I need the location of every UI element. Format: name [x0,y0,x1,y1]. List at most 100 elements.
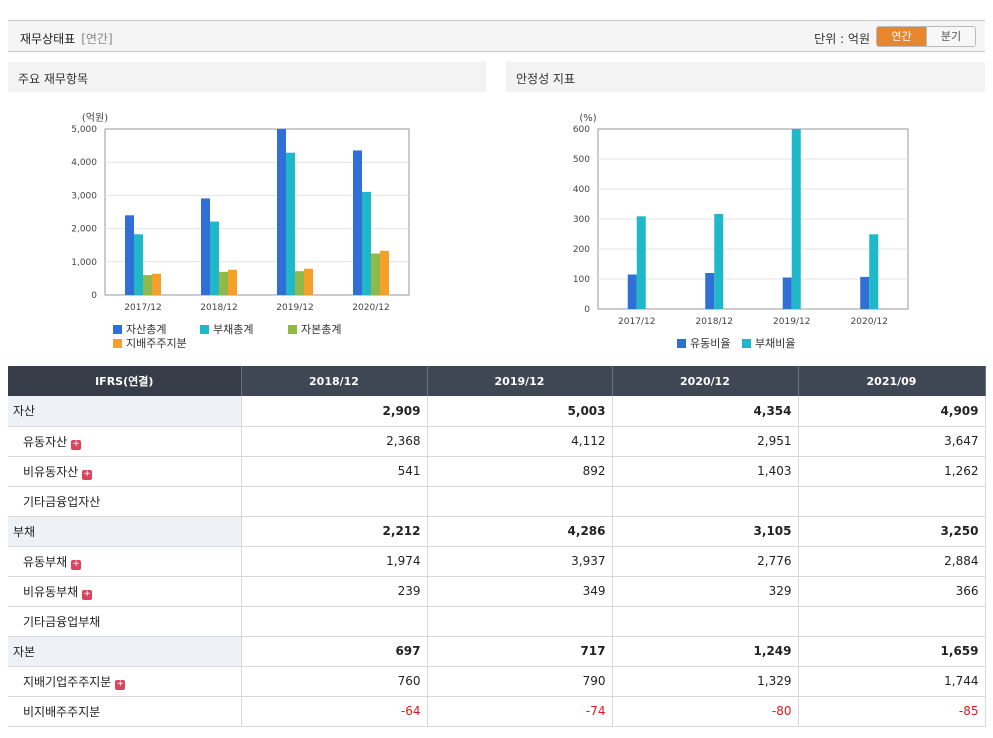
value-cell: 3,647 [798,426,986,457]
expand-icon[interactable]: + [82,468,93,480]
value-cell: 2,884 [798,546,986,577]
value-cell [612,606,799,637]
x-tick-label: 2020/12 [851,317,888,327]
period-toggle: 연간 분기 [876,26,976,47]
legend-label: 부채비율 [755,337,796,350]
financial-items-chart: (억원) 0 1,000 2,000 3,000 4,000 5,000 2017/12 201… [71,112,410,313]
value-cell: 1,744 [798,666,986,697]
expand-icon[interactable]: + [115,678,126,690]
row-label-text: 유동자산 [23,434,68,449]
value-cell: 1,659 [798,636,986,667]
quarter-tab[interactable]: 분기 [926,27,975,46]
row-label-text: 부채 [13,524,36,539]
table-row: 비지배주주지분 -64 -74 -80 -85 [8,696,986,727]
stability-chart: (%) 0 100 200 300 400 500 600 2017/12 2018/12 2019… [573,113,909,327]
x-tick-label: 2018/12 [200,303,237,313]
value-cell: 3,105 [612,516,799,547]
header-period: 2021/09 [798,366,986,396]
bar [134,234,143,295]
bar [791,129,801,309]
value-cell: 697 [241,636,428,667]
bar [627,274,637,309]
chart-panel-stability: 안정성 지표 (%) 0 100 200 300 400 500 600 2017/12 2018… [506,62,985,362]
value-cell: 2,368 [241,426,428,457]
row-label: 지배기업주주지분 + [8,666,242,697]
row-label-text: 비지배주주지분 [23,704,101,719]
y-tick-label: 600 [573,125,590,135]
bar [277,128,286,295]
header-period: 2020/12 [612,366,799,396]
row-label-text: 비유동자산 [23,464,79,479]
y-tick-label: 300 [573,215,590,225]
table-row: 자본 697 717 1,249 1,659 [8,636,986,667]
value-cell [798,486,986,517]
y-axis-label: (%) [579,113,596,124]
chart-panel-financial-items: 주요 재무항목 (억원) 0 1,000 2,000 3,000 4,000 5,000 20… [8,62,486,362]
expand-icon[interactable]: + [71,438,82,450]
legend-item: 부채비율 [742,335,795,351]
expand-icon[interactable]: + [71,558,82,570]
value-cell: 366 [798,576,986,607]
value-cell: 5,003 [427,396,613,427]
x-tick-label: 2017/12 [618,317,655,327]
bar [152,273,161,295]
row-label-text: 유동부채 [23,554,68,569]
row-label: 유동자산 + [8,426,242,457]
table-row: 부채 2,212 4,286 3,105 3,250 [8,516,986,547]
row-label-text: 기타금융업자산 [23,494,101,509]
legend-label: 지배주주지분 [126,337,187,350]
header-period: 2018/12 [241,366,428,396]
value-cell: -74 [427,696,613,727]
bar [362,191,371,295]
y-tick-label: 5,000 [71,125,97,135]
bar [304,268,313,295]
legend-swatch [113,339,122,348]
legend-item: 유동비율 [677,335,730,351]
value-cell: 4,354 [612,396,799,427]
row-label: 비유동자산 + [8,456,242,487]
value-cell: 239 [241,576,428,607]
expand-icon[interactable]: + [82,588,93,600]
value-cell [427,606,613,637]
unit-label: 단위 : 억원 [814,32,870,46]
x-tick-label: 2017/12 [124,303,161,313]
x-tick-label: 2018/12 [696,317,733,327]
value-cell: -64 [241,696,428,727]
bar [210,221,219,295]
legend-item: 지배주주지분 [113,335,187,351]
value-cell: 349 [427,576,613,607]
value-cell: 2,212 [241,516,428,547]
section-header: 재무상태표 [연간] 단위 : 억원 연간 분기 [8,20,985,52]
y-tick-label: 0 [584,305,590,315]
bar [869,234,879,309]
value-cell [241,486,428,517]
row-label: 기타금융업자산 [8,486,242,517]
annual-tab[interactable]: 연간 [877,27,926,46]
y-tick-label: 100 [573,275,590,285]
row-label: 자본 [8,636,242,667]
value-cell: -85 [798,696,986,727]
legend-label: 유동비율 [690,337,731,350]
chart-title: 안정성 지표 [506,62,985,92]
row-label-text: 자산 [13,404,36,419]
y-tick-label: 0 [91,291,97,301]
y-tick-label: 500 [573,155,590,165]
bar [201,198,210,295]
value-cell [427,486,613,517]
legend-label: 자본총계 [301,323,342,336]
row-label-text: 자본 [13,644,36,659]
bar [125,215,134,295]
table-row: 비유동부채 +239 349 329 366 [8,576,986,607]
value-cell: -80 [612,696,799,727]
bar [380,250,389,295]
value-cell: 2,951 [612,426,799,457]
bar [228,269,237,295]
legend-item: 부채총계 [200,321,253,337]
value-cell: 1,329 [612,666,799,697]
value-cell: 4,909 [798,396,986,427]
value-cell: 329 [612,576,799,607]
legend-item: 자본총계 [288,321,341,337]
value-cell: 790 [427,666,613,697]
y-tick-label: 2,000 [71,225,97,235]
value-cell: 1,403 [612,456,799,487]
